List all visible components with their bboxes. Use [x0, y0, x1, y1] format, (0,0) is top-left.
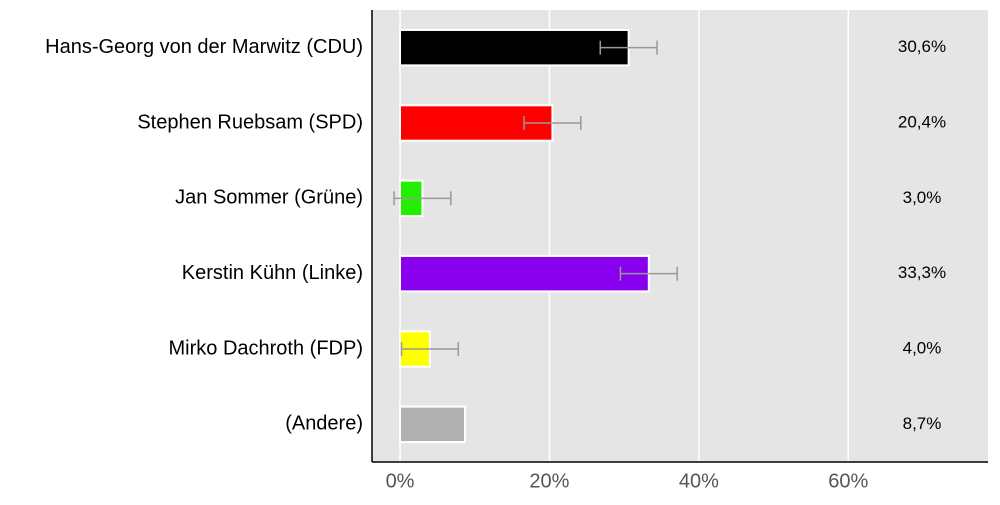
y-tick-label: Hans-Georg von der Marwitz (CDU) [45, 36, 363, 58]
plot-background [372, 10, 988, 462]
y-tick-label: Mirko Dachroth (FDP) [169, 337, 363, 359]
y-tick-label: Kerstin Kühn (Linke) [182, 262, 363, 284]
x-tick-label: 20% [529, 470, 569, 492]
x-tick-label: 60% [828, 470, 868, 492]
value-label: 30,6% [898, 37, 946, 56]
bar [399, 405, 467, 444]
x-tick-label: 0% [386, 470, 415, 492]
error-bar [599, 40, 658, 55]
y-tick-label: (Andere) [285, 413, 363, 435]
value-label: 20,4% [898, 112, 946, 131]
error-bar [619, 266, 678, 281]
error-bar [393, 191, 452, 206]
error-bar [523, 116, 582, 130]
value-label: 33,3% [898, 263, 946, 282]
y-tick-label: Stephen Ruebsam (SPD) [137, 111, 363, 133]
bar [399, 254, 650, 293]
value-label: 4,0% [903, 338, 942, 357]
value-label: 8,7% [903, 414, 942, 433]
x-tick-label: 40% [679, 470, 719, 492]
y-tick-label: Jan Sommer (Grüne) [175, 187, 363, 209]
value-label: 3,0% [903, 188, 942, 207]
bar [399, 28, 630, 67]
error-bar [400, 342, 460, 356]
